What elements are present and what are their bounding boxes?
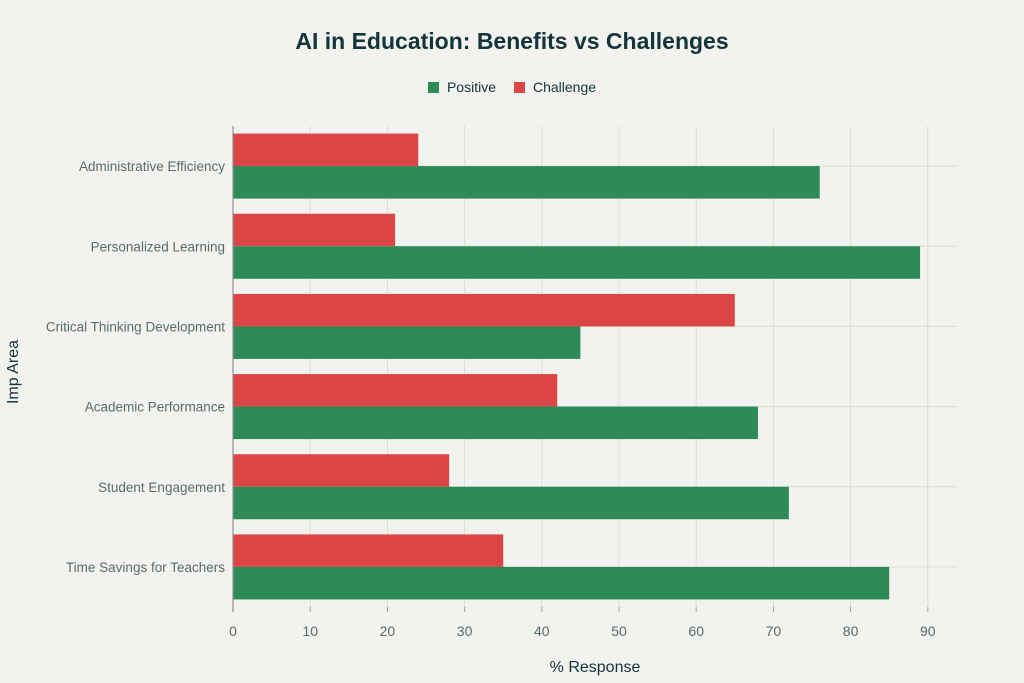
y-tick-label: Critical Thinking Development — [46, 319, 225, 334]
y-tick-label: Administrative Efficiency — [79, 159, 225, 174]
bar-positive — [233, 166, 820, 199]
bar-challenge — [233, 213, 396, 247]
legend-swatch-challenge — [513, 81, 525, 93]
bar-positive — [233, 246, 921, 279]
x-tick-label: 50 — [611, 623, 627, 639]
legend-label-challenge: Challenge — [532, 79, 597, 95]
bar-challenge — [233, 374, 558, 407]
x-tick-label: 10 — [302, 623, 318, 639]
y-axis-title: Imp Area — [5, 340, 22, 404]
bar-challenge — [233, 454, 450, 487]
bar-challenge — [233, 293, 735, 327]
bar-positive — [233, 486, 789, 520]
x-tick-label: 0 — [229, 623, 237, 639]
x-tick-label: 90 — [920, 623, 936, 639]
bar-positive — [233, 406, 758, 440]
bar-positive — [233, 566, 890, 600]
x-tick-label: 60 — [688, 623, 704, 639]
x-tick-label: 20 — [380, 623, 396, 639]
legend-label-positive: Positive — [446, 79, 496, 95]
x-tick-label: 80 — [843, 623, 859, 639]
bar-positive — [233, 326, 581, 359]
axis-layer: 0 10 20 30 40 50 60 70 80 90 Administrative Effici… — [46, 126, 936, 639]
x-tick-label: 70 — [766, 623, 782, 639]
y-tick-label: Time Savings for Teachers — [66, 560, 225, 575]
bar-challenge — [233, 534, 504, 567]
y-tick-label: Personalized Learning — [91, 239, 225, 254]
y-tick-label: Student Engagement — [98, 480, 225, 495]
x-tick-label: 40 — [534, 623, 550, 639]
legend-item-challenge: Challenge — [513, 79, 597, 95]
legend: Positive Challenge — [0, 79, 1024, 95]
y-tick-label: Academic Performance — [85, 400, 225, 415]
legend-swatch-positive — [427, 81, 439, 93]
x-tick-label: 30 — [457, 623, 473, 639]
x-axis-title: % Response — [550, 659, 641, 676]
legend-item-positive: Positive — [427, 79, 496, 95]
chart-title: AI in Education: Benefits vs Challenges — [295, 28, 729, 54]
bar-challenge — [233, 133, 419, 167]
bar-layer — [233, 133, 921, 600]
